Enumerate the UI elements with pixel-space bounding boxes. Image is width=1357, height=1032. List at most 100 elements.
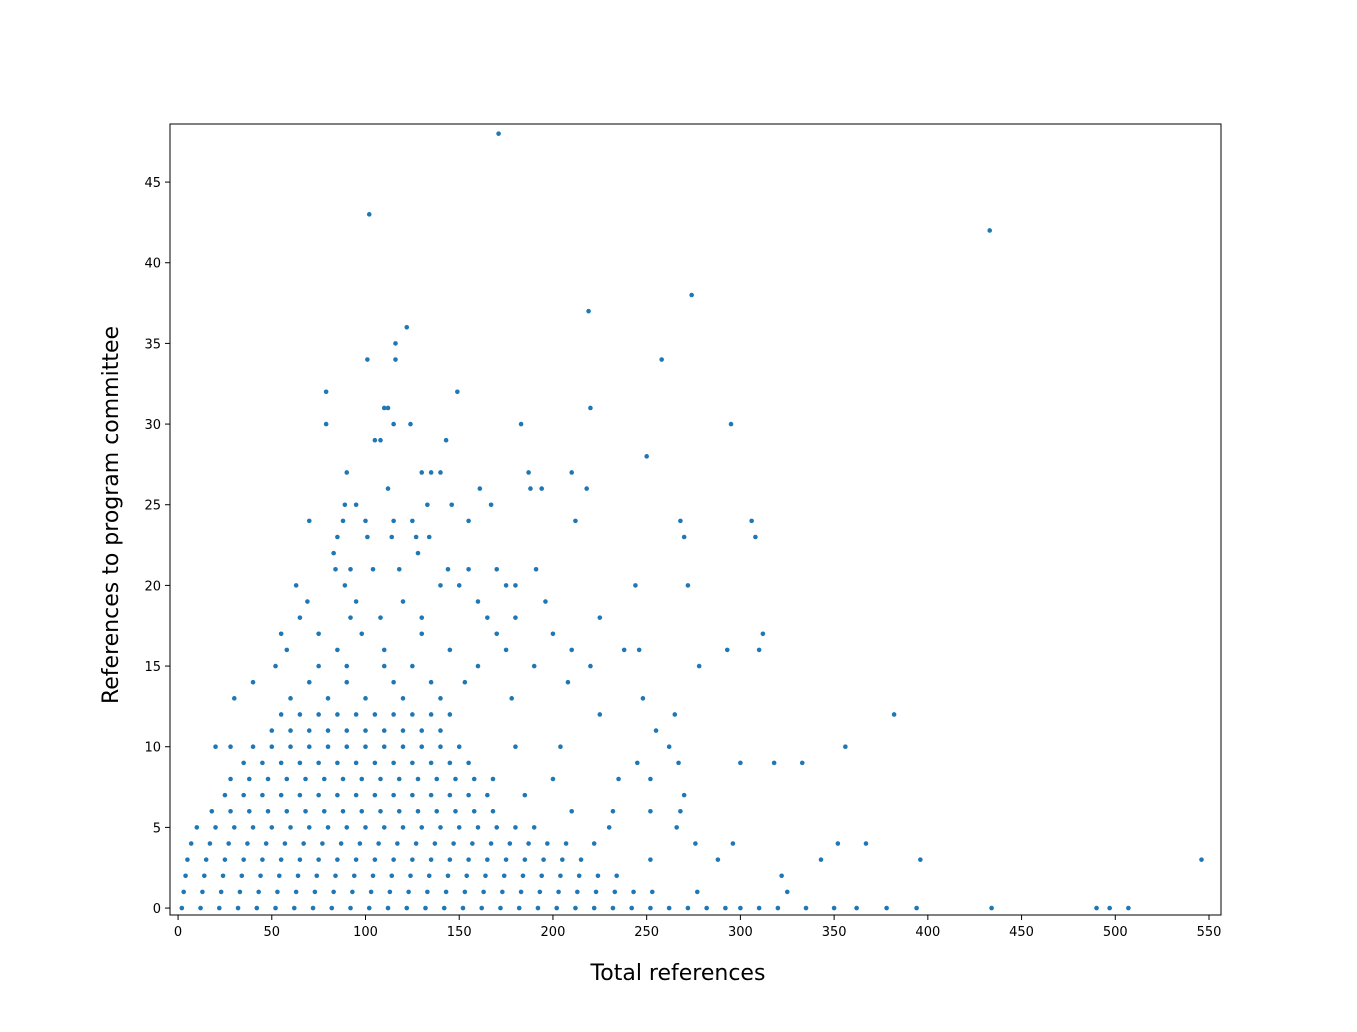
point — [513, 744, 518, 750]
point — [363, 744, 368, 750]
point — [293, 583, 299, 588]
point — [428, 857, 434, 862]
point — [353, 502, 359, 508]
x-tick-label: 350 — [822, 925, 847, 940]
point — [365, 534, 370, 540]
point — [200, 889, 205, 895]
point — [550, 776, 556, 782]
point — [771, 760, 777, 766]
point — [342, 502, 348, 508]
point — [396, 776, 402, 782]
point — [301, 841, 306, 846]
point — [415, 776, 421, 782]
point — [644, 454, 649, 459]
point — [471, 776, 477, 782]
point — [350, 889, 355, 895]
point — [363, 825, 368, 830]
x-tick-label: 550 — [1197, 925, 1222, 940]
point — [306, 518, 312, 524]
point — [216, 905, 222, 911]
point — [756, 905, 762, 911]
point — [250, 679, 256, 685]
point — [359, 776, 365, 782]
point — [293, 889, 299, 895]
point — [681, 792, 687, 798]
point — [419, 728, 425, 733]
y-tick-label: 35 — [144, 337, 161, 352]
point — [406, 889, 411, 895]
point — [297, 792, 303, 798]
point — [432, 841, 438, 846]
point — [316, 631, 321, 637]
point — [226, 841, 231, 846]
point — [325, 744, 331, 750]
point — [522, 857, 528, 862]
point — [306, 825, 312, 830]
point — [640, 696, 646, 701]
point — [784, 889, 790, 895]
point — [854, 905, 859, 911]
point — [194, 825, 200, 830]
point — [425, 502, 430, 508]
point — [631, 889, 636, 895]
point — [513, 615, 518, 620]
point — [338, 841, 344, 846]
point — [475, 825, 481, 830]
point — [588, 663, 593, 669]
point — [453, 808, 458, 814]
point — [395, 841, 400, 846]
point — [269, 825, 275, 830]
point — [331, 889, 336, 895]
point — [438, 583, 443, 588]
point — [284, 647, 290, 653]
point — [485, 792, 490, 798]
point — [408, 873, 413, 879]
point — [447, 712, 453, 717]
point — [288, 728, 293, 733]
point — [278, 631, 284, 637]
point — [481, 889, 486, 895]
y-tick-label: 30 — [144, 418, 161, 433]
point — [297, 712, 303, 717]
point — [501, 873, 507, 879]
point — [597, 615, 603, 620]
point — [685, 905, 691, 911]
point — [372, 857, 378, 862]
point — [203, 857, 209, 862]
point — [466, 792, 471, 798]
point — [228, 808, 233, 814]
x-tick-label: 450 — [1009, 925, 1034, 940]
point — [370, 566, 376, 572]
point — [451, 841, 456, 846]
point — [1107, 905, 1112, 911]
point — [556, 889, 561, 895]
point — [575, 889, 580, 895]
point — [606, 825, 612, 830]
point — [756, 647, 762, 653]
x-axis-label: Total references — [590, 961, 766, 986]
point — [391, 760, 396, 766]
point — [460, 905, 466, 911]
point — [260, 760, 265, 766]
point — [597, 712, 603, 717]
point — [372, 437, 378, 443]
point — [372, 712, 378, 717]
point — [344, 470, 350, 475]
point — [455, 389, 460, 395]
point — [366, 212, 372, 217]
point — [400, 744, 406, 750]
point — [558, 744, 563, 750]
point — [490, 808, 496, 814]
point — [425, 889, 430, 895]
point — [479, 905, 485, 911]
point — [385, 405, 391, 411]
point — [466, 566, 471, 572]
point — [531, 663, 537, 669]
point — [591, 905, 597, 911]
point — [209, 808, 215, 814]
point — [891, 712, 897, 717]
point — [513, 583, 518, 588]
point — [676, 760, 681, 766]
point — [329, 905, 335, 911]
point — [738, 760, 743, 766]
